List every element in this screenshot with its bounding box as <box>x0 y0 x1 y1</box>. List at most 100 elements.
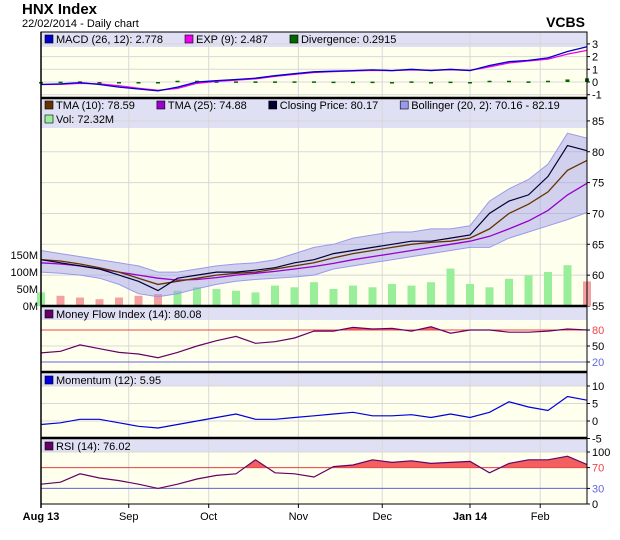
divergence-bar <box>97 82 102 84</box>
y-tick-label: 10 <box>592 381 604 393</box>
legend-swatch <box>399 100 409 110</box>
volume-bar <box>563 265 572 306</box>
y-tick-label: 70 <box>592 463 604 475</box>
y-tick-label: 0 <box>592 77 598 89</box>
macd_panel-legend-band <box>41 32 587 47</box>
legend-label: TMA (10): 78.59 <box>56 100 135 112</box>
y-tick-label: -1 <box>592 90 602 102</box>
y-tick-label: 85 <box>592 116 604 128</box>
y-tick-label: 75 <box>592 178 604 190</box>
divergence-bar <box>117 82 121 84</box>
y-tick-label: 3 <box>592 39 598 51</box>
exp-line <box>40 49 588 91</box>
price_panel-legend-band <box>41 98 587 128</box>
y-tick-label: 80 <box>592 147 604 159</box>
volume-bar <box>544 272 552 306</box>
price_panel-background <box>41 98 587 306</box>
legend-label: Closing Price: 80.17 <box>280 100 378 112</box>
divergence-bar <box>292 81 297 83</box>
y-tick-label: 2 <box>592 52 598 64</box>
momentum-line <box>40 395 588 429</box>
legend-swatch <box>44 375 54 385</box>
volume-tick-label: 150M <box>10 250 38 262</box>
y-tick-label: 80 <box>592 325 604 337</box>
divergence-bar <box>565 79 570 82</box>
volume-bar <box>407 285 416 306</box>
y-tick-label: 70 <box>592 208 604 220</box>
legend-swatch <box>156 100 166 110</box>
divergence-bar <box>234 81 238 83</box>
brand-label: VCBS <box>546 14 585 30</box>
volume-bar <box>154 294 162 306</box>
chart-subtitle: 22/02/2014 - Daily chart <box>22 18 139 30</box>
x-tick-label: Sep <box>119 511 139 523</box>
divergence-bar <box>546 80 550 83</box>
volume-bar <box>56 295 65 306</box>
y-tick-label: -5 <box>592 434 602 446</box>
tma25-line <box>40 182 588 281</box>
y-tick-label: 0 <box>592 499 598 511</box>
volume-bar <box>212 289 221 306</box>
volume-bar <box>95 299 104 306</box>
divergence-bar <box>468 82 472 84</box>
y-tick-label: 30 <box>592 483 604 495</box>
divergence-bar <box>487 80 492 83</box>
divergence-bar <box>351 81 355 84</box>
close-price-line <box>40 144 588 292</box>
legend-swatch <box>44 100 54 110</box>
divergence-bar <box>136 82 141 84</box>
tma10-line <box>40 159 588 286</box>
y-tick-label: 1 <box>592 64 598 76</box>
divergence-bar <box>409 81 414 83</box>
volume-tick-label: 0M <box>23 301 38 313</box>
y-tick-label: 100 <box>592 447 610 459</box>
volume-bar <box>76 297 84 306</box>
volume-tick-label: 50M <box>17 284 38 296</box>
legend-label: RSI (14): 76.02 <box>56 441 131 453</box>
momentum_panel-legend-band <box>41 373 587 386</box>
divergence-bar <box>58 81 63 84</box>
chart-title: HNX Index <box>22 1 98 18</box>
divergence-bar <box>390 82 394 84</box>
divergence-bar <box>370 81 375 84</box>
legend-label: TMA (25): 74.88 <box>168 100 247 112</box>
volume-bar <box>446 268 455 306</box>
y-tick-label: 55 <box>592 301 604 313</box>
divergence-bar <box>273 81 277 83</box>
macd-line <box>40 46 588 92</box>
divergence-bar <box>448 81 453 84</box>
volume-bar <box>368 287 377 306</box>
volume-bar <box>329 289 338 306</box>
legend-label: Bollinger (20, 2): 70.16 - 82.19 <box>411 100 560 112</box>
volume-bar <box>524 275 533 306</box>
volume-bar <box>173 290 182 306</box>
legend-swatch <box>44 441 54 451</box>
volume-tick-label: 100M <box>10 267 38 279</box>
y-tick-label: 20 <box>592 357 604 369</box>
legend-swatch <box>184 34 194 44</box>
legend-swatch <box>268 100 278 110</box>
divergence-bar <box>507 80 511 83</box>
divergence-bar <box>175 80 180 83</box>
rsi_panel-legend-band <box>41 439 587 452</box>
x-tick-label: Dec <box>372 511 392 523</box>
y-tick-label: 0 <box>592 416 598 428</box>
volume-bar <box>115 297 123 306</box>
legend-label: Momentum (12): 5.95 <box>56 375 161 387</box>
legend-swatch <box>289 34 299 44</box>
legend-swatch <box>44 114 54 124</box>
rsi-line <box>40 455 588 490</box>
y-tick-label: 50 <box>592 341 604 353</box>
legend-swatch <box>44 309 54 319</box>
volume-bar <box>505 278 513 306</box>
volume-bar <box>134 295 143 306</box>
volume-bar <box>485 287 494 306</box>
divergence-bar <box>214 81 219 83</box>
legend-swatch <box>44 34 54 44</box>
volume-bar <box>251 292 260 306</box>
divergence-bar <box>429 82 433 84</box>
divergence-bar <box>312 81 316 83</box>
volume-bar <box>232 290 240 306</box>
